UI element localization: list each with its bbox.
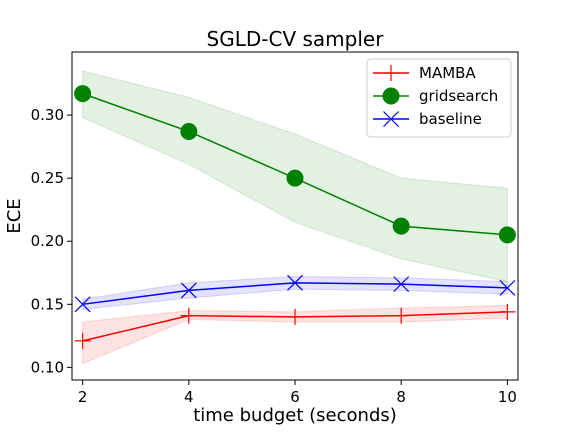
x-tick-label-2: 2 xyxy=(78,388,88,406)
point-mamba-6 xyxy=(287,308,303,325)
y-axis-ticks: 0.10 0.15 0.20 0.25 0.30 xyxy=(31,106,72,376)
point-gridsearch-4 xyxy=(180,122,198,140)
x-tick-label-6: 6 xyxy=(290,388,300,406)
y-tick-label-4: 0.30 xyxy=(31,106,64,124)
y-axis-label: ECE xyxy=(4,198,25,233)
legend-label-gridsearch: gridsearch xyxy=(419,87,498,105)
chart-title: SGLD-CV sampler xyxy=(207,27,385,51)
point-gridsearch-2 xyxy=(74,85,92,103)
point-baseline-4 xyxy=(180,282,197,299)
x-axis-ticks: 2 4 6 8 10 xyxy=(78,380,517,406)
point-mamba-10 xyxy=(499,303,516,320)
legend-label-mamba: MAMBA xyxy=(419,64,476,82)
legend-marker-mamba xyxy=(383,65,399,81)
point-gridsearch-6 xyxy=(286,169,304,187)
y-tick-label-0: 0.10 xyxy=(31,358,64,376)
y-tick-label-2: 0.20 xyxy=(31,232,64,250)
band-baseline xyxy=(82,276,508,310)
legend-label-baseline: baseline xyxy=(419,110,482,128)
y-tick-label-1: 0.15 xyxy=(31,295,64,313)
point-mamba-4 xyxy=(180,307,197,324)
x-tick-label-4: 4 xyxy=(184,388,194,406)
x-axis-label: time budget (seconds) xyxy=(193,405,397,426)
legend-box xyxy=(366,58,512,138)
point-baseline-10 xyxy=(499,279,516,296)
legend-marker-baseline xyxy=(383,111,399,127)
point-gridsearch-8 xyxy=(392,217,410,235)
legend: MAMBA gridsearch baseline xyxy=(366,58,512,138)
x-tick-label-8: 8 xyxy=(396,388,406,406)
point-baseline-2 xyxy=(74,296,91,313)
point-baseline-6 xyxy=(287,274,303,291)
point-baseline-8 xyxy=(393,276,410,293)
point-mamba-8 xyxy=(393,307,410,324)
y-tick-label-3: 0.25 xyxy=(31,169,64,187)
point-mamba-2 xyxy=(74,332,91,349)
point-gridsearch-10 xyxy=(498,226,516,244)
series-markers xyxy=(74,85,516,349)
x-tick-label-10: 10 xyxy=(498,388,517,406)
legend-marker-gridsearch xyxy=(382,87,400,105)
